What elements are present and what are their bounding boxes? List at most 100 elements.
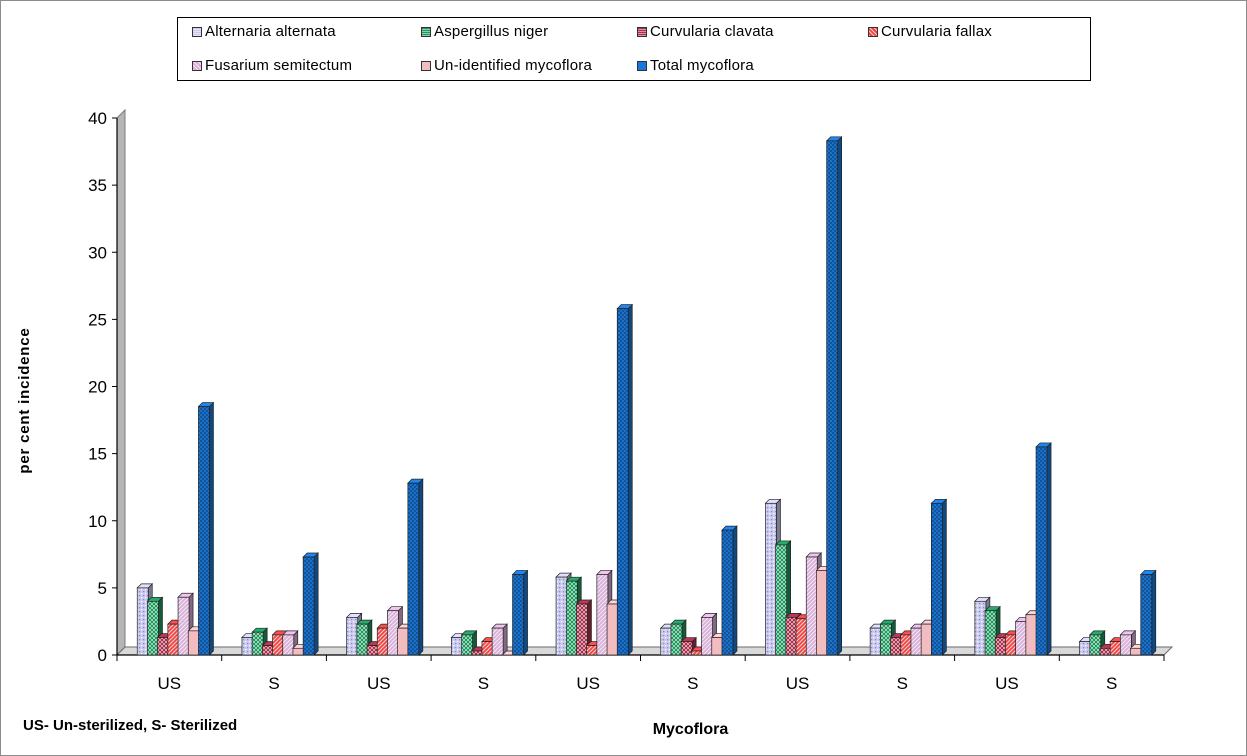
- bar-front-face: [376, 627, 389, 656]
- bar-front-face: [346, 617, 358, 656]
- bar-front-face: [272, 634, 284, 656]
- x-tick-label: S: [1106, 674, 1117, 693]
- x-tick-label: S: [897, 674, 908, 693]
- abbreviation-note: US- Un-sterilized, S- Sterilized: [23, 717, 238, 734]
- bar-total-mycoflora-3: [407, 478, 424, 656]
- bar-front-face: [576, 603, 588, 656]
- bar-aspergillus-niger-6: [670, 619, 687, 656]
- bar-layer: [136, 135, 1157, 656]
- bar-front-face: [1130, 647, 1142, 656]
- bar-front-face: [177, 596, 190, 656]
- bar-curvularia-clavata-5: [575, 599, 593, 656]
- bar-front-face: [512, 574, 524, 656]
- bar-front-face: [775, 544, 788, 656]
- legend-item-total-mycoflora: Total mycoflora: [637, 57, 754, 74]
- y-tick-label: 0: [98, 646, 107, 665]
- bar-front-face: [198, 406, 210, 656]
- bar-front-face: [491, 627, 504, 656]
- y-tick-label: 15: [88, 445, 107, 464]
- legend-label: Alternaria alternata: [205, 23, 336, 40]
- bar-front-face: [187, 630, 200, 656]
- bar-front-face: [136, 587, 149, 656]
- bar-front-face: [765, 502, 777, 656]
- y-axis-title: per cent incidence: [16, 327, 33, 473]
- x-axis-title: Mycoflora: [653, 721, 729, 738]
- legend-swatch-icon: [421, 60, 431, 71]
- legend-label: Curvularia fallax: [881, 23, 992, 40]
- bar-front-face: [565, 580, 578, 656]
- bar-front-face: [282, 634, 295, 656]
- bar-front-face: [1035, 446, 1048, 656]
- label-layer: 0 5 10 15 20 25 30 35 40 US S US S US S US S US S Mycoflora…: [16, 109, 1117, 738]
- bar-front-face: [711, 637, 724, 656]
- legend-label: Total mycoflora: [650, 57, 754, 74]
- legend-item-un-identified-mycoflora: Un-identified mycoflora: [421, 57, 592, 74]
- bar-front-face: [606, 603, 619, 656]
- bar-front-face: [816, 570, 828, 656]
- x-tick-label: US: [995, 674, 1019, 693]
- bar-side-face: [1046, 442, 1052, 656]
- legend-swatch-icon: [868, 26, 878, 37]
- bar-front-face: [292, 647, 305, 656]
- bar-front-face: [356, 623, 369, 656]
- bar-front-face: [974, 600, 987, 656]
- bar-side-face: [523, 569, 528, 656]
- bar-total-mycoflora-10: [1139, 569, 1157, 656]
- x-tick-label: S: [268, 674, 279, 693]
- y-tick-label: 25: [88, 310, 107, 329]
- bar-front-face: [471, 650, 484, 656]
- bar-front-face: [1089, 634, 1102, 656]
- bar-front-face: [1079, 641, 1091, 656]
- bar-front-face: [805, 556, 818, 656]
- bar-total-mycoflora-6: [721, 525, 738, 656]
- bar-front-face: [366, 645, 379, 656]
- bar-front-face: [1005, 634, 1017, 656]
- bar-total-mycoflora-2: [302, 552, 319, 656]
- bar-front-face: [407, 482, 420, 656]
- x-tick-label: US: [786, 674, 810, 693]
- bar-front-face: [984, 610, 997, 656]
- bar-front-face: [262, 645, 274, 656]
- legend-swatch-icon: [637, 60, 647, 71]
- side-wall: [116, 108, 126, 657]
- bar-front-face: [930, 502, 943, 656]
- bar-front-face: [994, 637, 1007, 656]
- bar-front-face: [670, 623, 683, 656]
- y-tick-label: 30: [88, 243, 107, 262]
- bar-front-face: [1015, 621, 1028, 656]
- bar-front-face: [451, 637, 463, 656]
- bar-fusarium-semitectum-2: [281, 630, 299, 656]
- axis-layer: [112, 108, 1174, 661]
- bar-front-face: [785, 617, 798, 656]
- y-tick-label: 5: [98, 579, 107, 598]
- x-tick-label: US: [367, 674, 391, 693]
- bar-front-face: [660, 627, 673, 656]
- bar-front-face: [586, 645, 599, 656]
- legend-label: Un-identified mycoflora: [434, 57, 592, 74]
- bar-side-face: [209, 401, 214, 656]
- bar-side-face: [627, 303, 633, 656]
- bar-total-mycoflora-8: [930, 498, 948, 656]
- x-tick-label: S: [687, 674, 698, 693]
- legend-item-aspergillus-niger: Aspergillus niger: [421, 23, 548, 40]
- legend-swatch-icon: [637, 26, 647, 37]
- bar-front-face: [302, 556, 315, 656]
- bar-front-face: [1099, 647, 1112, 656]
- bar-side-face: [837, 135, 842, 656]
- bar-front-face: [616, 308, 629, 656]
- legend: Alternaria alternata Aspergillus niger C…: [177, 17, 1091, 81]
- bar-front-face: [1119, 634, 1132, 656]
- legend-label: Aspergillus niger: [434, 23, 549, 40]
- legend-label: Fusarium semitectum: [205, 57, 353, 74]
- bar-front-face: [387, 610, 399, 656]
- bar-front-face: [555, 576, 568, 656]
- legend-swatch-icon: [421, 26, 431, 37]
- legend-swatch-icon: [192, 26, 202, 37]
- bar-front-face: [397, 627, 409, 656]
- bar-side-face: [942, 498, 947, 656]
- legend-item-fusarium-semitectum: Fusarium semitectum: [192, 57, 352, 74]
- legend-label: Curvularia clavata: [650, 23, 774, 40]
- bar-front-face: [900, 634, 913, 656]
